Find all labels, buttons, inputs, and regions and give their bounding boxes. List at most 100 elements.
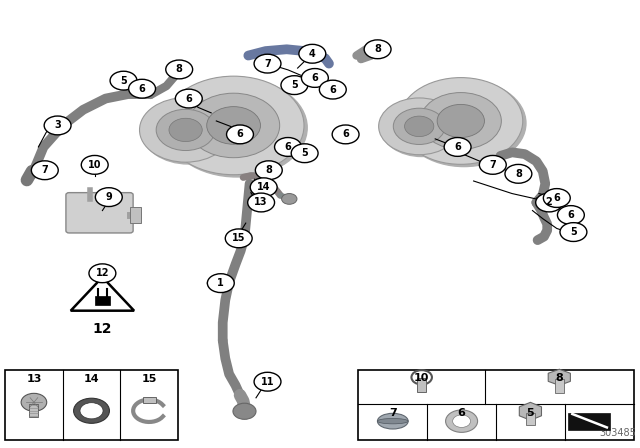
Circle shape [437,104,484,138]
Text: 15: 15 [232,233,246,243]
Circle shape [44,116,71,135]
Text: 10: 10 [414,373,429,383]
Text: 6: 6 [312,73,318,83]
Bar [5,370,178,440]
Bar [526,413,535,425]
FancyBboxPatch shape [66,193,133,233]
Circle shape [479,155,506,174]
Circle shape [332,125,359,144]
Circle shape [557,206,584,224]
Text: 8: 8 [176,65,182,74]
Circle shape [110,71,137,90]
Circle shape [233,403,256,419]
Text: 6: 6 [186,94,192,103]
Bar [29,404,38,417]
Circle shape [95,188,122,207]
Text: 303485: 303485 [599,428,636,438]
Polygon shape [548,369,570,385]
Circle shape [420,93,501,149]
Circle shape [402,80,526,167]
Circle shape [80,403,103,419]
Circle shape [207,274,234,293]
Text: 7: 7 [490,160,496,170]
Circle shape [248,193,275,212]
Text: 5: 5 [527,408,534,418]
Ellipse shape [378,414,408,429]
Circle shape [169,118,202,142]
Circle shape [543,189,570,207]
Text: 8: 8 [556,373,563,383]
Circle shape [81,155,108,174]
Circle shape [254,372,281,391]
Text: 6: 6 [237,129,243,139]
Circle shape [166,78,307,177]
Text: 6: 6 [568,210,574,220]
Text: 7: 7 [42,165,48,175]
Text: 7: 7 [389,408,397,418]
Circle shape [21,393,47,411]
Text: 9: 9 [106,192,112,202]
Circle shape [227,125,253,144]
Text: 6: 6 [330,85,336,95]
Text: 13: 13 [254,198,268,207]
Text: 8: 8 [266,165,272,175]
Circle shape [250,178,277,197]
Circle shape [207,107,260,144]
Circle shape [444,138,471,156]
Bar [95,296,110,305]
Text: 6: 6 [554,193,560,203]
Circle shape [255,161,282,180]
Text: 13: 13 [26,374,42,384]
Polygon shape [519,402,541,420]
Circle shape [129,79,156,98]
Circle shape [166,60,193,79]
Circle shape [404,116,434,137]
Circle shape [140,98,232,162]
Text: 6: 6 [139,84,145,94]
Circle shape [536,193,563,212]
Text: 5: 5 [291,80,298,90]
Text: 8: 8 [374,44,381,54]
Circle shape [156,109,215,151]
Circle shape [364,40,391,59]
Text: 2: 2 [546,198,552,207]
Circle shape [381,100,462,156]
Circle shape [142,99,234,164]
Ellipse shape [378,418,408,424]
Circle shape [379,98,460,155]
Text: 6: 6 [454,142,461,152]
Circle shape [319,80,346,99]
Circle shape [301,69,328,87]
Text: 1: 1 [218,278,224,288]
Circle shape [225,229,252,248]
Text: 10: 10 [88,160,102,170]
Text: 15: 15 [141,374,157,384]
Bar [417,378,426,392]
Text: 12: 12 [95,268,109,278]
Text: 3: 3 [54,121,61,130]
Circle shape [281,76,308,95]
Circle shape [282,194,297,204]
Circle shape [254,54,281,73]
Bar [568,413,610,430]
Bar [358,370,634,440]
Circle shape [452,415,470,427]
Text: 5: 5 [570,227,577,237]
Bar [555,379,564,393]
Text: 5: 5 [120,76,127,86]
Circle shape [175,89,202,108]
Text: 5: 5 [301,148,308,158]
Text: 14: 14 [84,374,99,384]
Circle shape [163,76,304,175]
Text: 4: 4 [309,49,316,59]
Text: 7: 7 [264,59,271,69]
Text: 12: 12 [93,323,112,336]
Circle shape [275,138,301,156]
Circle shape [74,398,109,423]
Text: 8: 8 [515,169,522,179]
Polygon shape [70,277,134,311]
Circle shape [445,410,477,432]
Bar [143,397,156,403]
Circle shape [188,93,280,158]
Circle shape [89,264,116,283]
